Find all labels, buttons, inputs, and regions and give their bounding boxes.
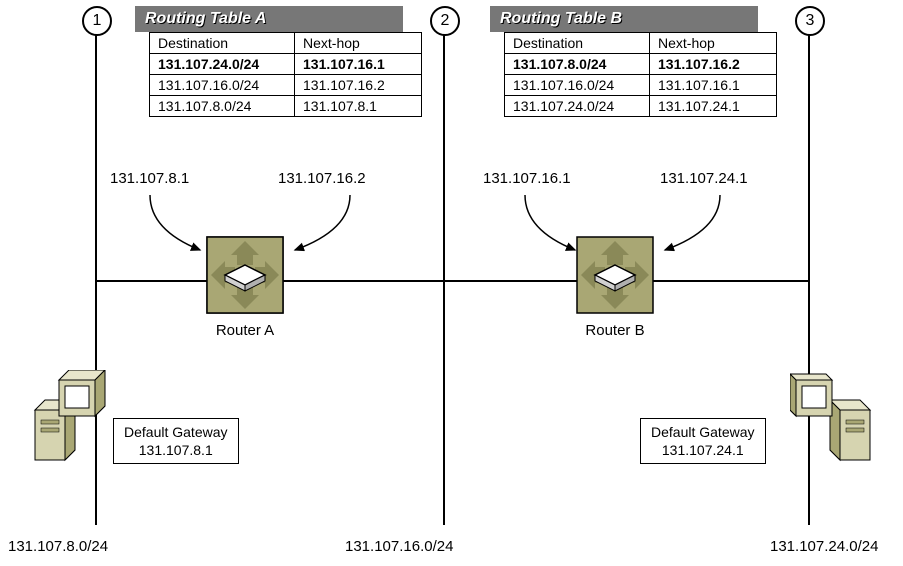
- rta-r0-dest: 131.107.24.0/24: [150, 54, 295, 75]
- router-a-label: Router A: [210, 322, 280, 339]
- rta-r0-hop: 131.107.16.1: [295, 54, 422, 75]
- host-right-icon: [790, 370, 880, 470]
- gateway-right-l1: Default Gateway: [651, 423, 755, 441]
- gateway-right-l2: 131.107.24.1: [651, 441, 755, 459]
- router-b-label: Router B: [580, 322, 650, 339]
- segment-marker-1: 1: [82, 6, 112, 36]
- rta-col-dest: Destination: [150, 33, 295, 54]
- router-b-icon: [575, 235, 655, 315]
- router-a-left-ip: 131.107.8.1: [110, 170, 189, 187]
- router-b-right-ip: 131.107.24.1: [660, 170, 748, 187]
- routing-table-b: Routing Table B Destination Next-hop 131…: [490, 6, 777, 117]
- subnet-1: 131.107.8.0/24: [8, 538, 108, 555]
- rtb-r2-dest: 131.107.24.0/24: [505, 96, 650, 117]
- rta-col-hop: Next-hop: [295, 33, 422, 54]
- rta-r1-hop: 131.107.16.2: [295, 75, 422, 96]
- rtb-r1-dest: 131.107.16.0/24: [505, 75, 650, 96]
- router-link: [96, 280, 809, 282]
- routing-table-b-grid: Destination Next-hop 131.107.8.0/24131.1…: [504, 32, 777, 117]
- rta-r2-dest: 131.107.8.0/24: [150, 96, 295, 117]
- net-line-2: [443, 12, 445, 525]
- rtb-r2-hop: 131.107.24.1: [650, 96, 777, 117]
- rtb-r1-hop: 131.107.16.1: [650, 75, 777, 96]
- routing-table-b-title: Routing Table B: [490, 6, 758, 32]
- gateway-left: Default Gateway 131.107.8.1: [113, 418, 239, 464]
- rta-r2-hop: 131.107.8.1: [295, 96, 422, 117]
- rtb-col-hop: Next-hop: [650, 33, 777, 54]
- router-a-icon: [205, 235, 285, 315]
- rtb-col-dest: Destination: [505, 33, 650, 54]
- rta-r1-dest: 131.107.16.0/24: [150, 75, 295, 96]
- router-b-left-ip: 131.107.16.1: [483, 170, 571, 187]
- routing-table-a-title: Routing Table A: [135, 6, 403, 32]
- gateway-left-l1: Default Gateway: [124, 423, 228, 441]
- subnet-2: 131.107.16.0/24: [345, 538, 453, 555]
- routing-table-a-grid: Destination Next-hop 131.107.24.0/24131.…: [149, 32, 422, 117]
- gateway-left-l2: 131.107.8.1: [124, 441, 228, 459]
- segment-marker-3: 3: [795, 6, 825, 36]
- rtb-r0-dest: 131.107.8.0/24: [505, 54, 650, 75]
- routing-table-a: Routing Table A Destination Next-hop 131…: [135, 6, 422, 117]
- gateway-right: Default Gateway 131.107.24.1: [640, 418, 766, 464]
- subnet-3: 131.107.24.0/24: [770, 538, 878, 555]
- host-left-icon: [25, 370, 115, 470]
- rtb-r0-hop: 131.107.16.2: [650, 54, 777, 75]
- router-a-right-ip: 131.107.16.2: [278, 170, 366, 187]
- segment-marker-2: 2: [430, 6, 460, 36]
